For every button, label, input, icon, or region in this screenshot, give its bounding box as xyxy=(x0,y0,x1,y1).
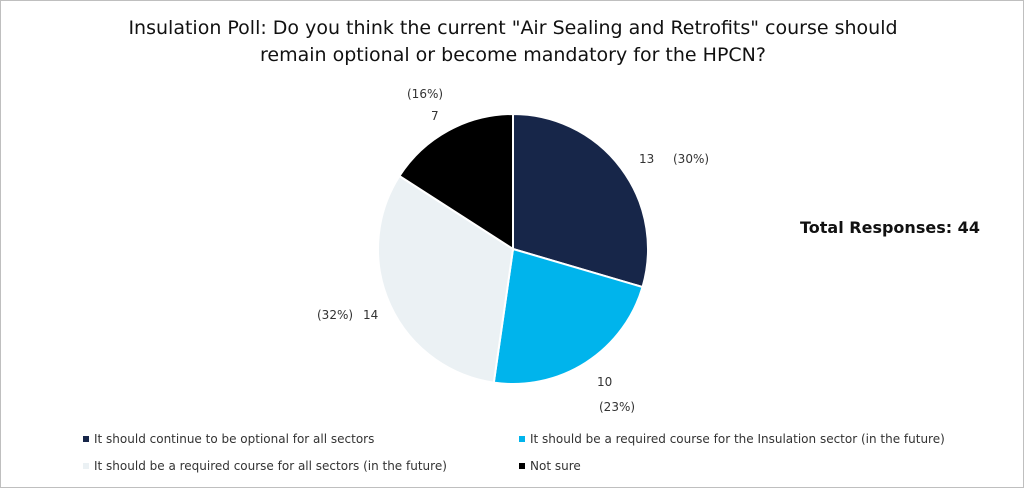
data-label-value: 10 xyxy=(597,375,612,389)
pie-slice-not-sure xyxy=(398,112,514,251)
data-label-value: 14 xyxy=(363,308,378,322)
data-label-percent: (16%) xyxy=(407,87,443,101)
legend-swatch xyxy=(83,463,89,469)
data-label-value: 13 xyxy=(639,152,654,166)
legend-label: It should continue to be optional for al… xyxy=(94,432,375,446)
legend-swatch xyxy=(519,463,525,469)
legend-item-all-sectors: It should be a required course for all s… xyxy=(83,459,447,473)
legend-item-optional: It should continue to be optional for al… xyxy=(83,432,374,446)
legend-item-insulation: It should be a required course for the I… xyxy=(519,432,945,446)
pie-slice-optional xyxy=(512,112,649,289)
legend-label: Not sure xyxy=(530,459,581,473)
data-label-percent: (30%) xyxy=(673,152,709,166)
pie-slice-insulation xyxy=(492,247,644,385)
legend-swatch xyxy=(83,436,89,442)
legend-swatch xyxy=(519,436,525,442)
legend-label: It should be a required course for all s… xyxy=(94,459,447,473)
data-label-percent: (23%) xyxy=(599,400,635,414)
chart-title: Insulation Poll: Do you think the curren… xyxy=(128,17,898,66)
data-label-value: 7 xyxy=(431,109,439,123)
total-responses: Total Responses: 44 xyxy=(800,218,980,237)
legend-label: It should be a required course for the I… xyxy=(530,432,945,446)
legend-item-not-sure: Not sure xyxy=(519,459,581,473)
data-label-percent: (32%) xyxy=(317,308,353,322)
